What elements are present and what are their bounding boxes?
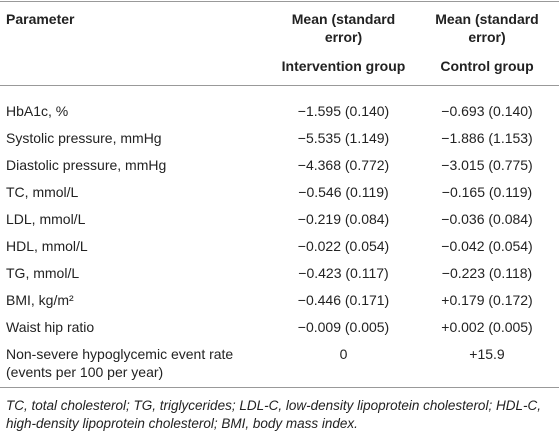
table-row: LDL, mmol/L −0.219 (0.084) −0.036 (0.084) bbox=[0, 205, 559, 232]
header-cell: Mean (standard error) Intervention group bbox=[272, 2, 415, 86]
header-line: Mean (standard error) bbox=[291, 11, 396, 45]
header-cell: Parameter bbox=[6, 11, 75, 27]
table-cell: HbA1c, % bbox=[6, 103, 69, 119]
table-cell: LDL, mmol/L bbox=[6, 211, 86, 227]
table-cell: −0.219 (0.084) bbox=[297, 211, 390, 227]
table-row: TG, mmol/L −0.423 (0.117) −0.223 (0.118) bbox=[0, 259, 559, 286]
table-cell: +0.179 (0.172) bbox=[441, 292, 533, 308]
table-cell: Non-severe hypoglycemic event rate (even… bbox=[6, 346, 234, 380]
header-group: Intervention group bbox=[281, 58, 406, 74]
table-cell: −0.546 (0.119) bbox=[298, 184, 389, 200]
table-cell: +15.9 bbox=[469, 346, 505, 362]
table-cell: −1.595 (0.140) bbox=[297, 103, 390, 119]
table-cell: −0.693 (0.140) bbox=[441, 103, 533, 119]
table-cell: −0.009 (0.005) bbox=[297, 319, 390, 335]
table-cell: −0.223 (0.118) bbox=[441, 265, 533, 281]
table-row: HDL, mmol/L −0.022 (0.054) −0.042 (0.054) bbox=[0, 232, 559, 259]
table-cell: −1.886 (1.153) bbox=[441, 130, 533, 146]
header-line: Mean (standard error) bbox=[435, 11, 539, 45]
header-cell: Mean (standard error) Control group bbox=[415, 2, 559, 86]
table-cell: HDL, mmol/L bbox=[6, 238, 88, 254]
header-row: Parameter Mean (standard error) Interventi… bbox=[0, 2, 559, 86]
table-row: HbA1c, % −1.595 (0.140) −0.693 (0.140) bbox=[0, 86, 559, 125]
table-row: BMI, kg/m² −0.446 (0.171) +0.179 (0.172) bbox=[0, 286, 559, 313]
table-row: TC, mmol/L −0.546 (0.119) −0.165 (0.119) bbox=[0, 178, 559, 205]
table-cell: −0.042 (0.054) bbox=[441, 238, 533, 254]
table-cell: Systolic pressure, mmHg bbox=[6, 130, 162, 146]
table-cell: −4.368 (0.772) bbox=[297, 157, 390, 173]
table-cell: 0 bbox=[339, 346, 348, 362]
results-table: Parameter Mean (standard error) Interventi… bbox=[0, 1, 559, 388]
table-cell: TG, mmol/L bbox=[6, 265, 80, 281]
table-cell: −0.165 (0.119) bbox=[441, 184, 533, 200]
table-row: Waist hip ratio −0.009 (0.005) +0.002 (0.0… bbox=[0, 313, 559, 340]
footnote: TC, total cholesterol; TG, triglycerides… bbox=[6, 398, 541, 431]
table-row: Diastolic pressure, mmHg −4.368 (0.772) −3… bbox=[0, 151, 559, 178]
table-cell: −0.036 (0.084) bbox=[441, 211, 533, 227]
table-cell: TC, mmol/L bbox=[6, 184, 79, 200]
table-cell: +0.002 (0.005) bbox=[441, 319, 533, 335]
table-row: Non-severe hypoglycemic event rate (even… bbox=[0, 340, 559, 388]
table-cell: −0.022 (0.054) bbox=[297, 238, 390, 254]
table-cell: −3.015 (0.775) bbox=[441, 157, 533, 173]
header-group: Control group bbox=[440, 58, 534, 74]
table-cell: Diastolic pressure, mmHg bbox=[6, 157, 167, 173]
table-cell: −5.535 (1.149) bbox=[297, 130, 390, 146]
table-cell: BMI, kg/m² bbox=[6, 292, 74, 308]
table-cell: −0.423 (0.117) bbox=[298, 265, 389, 281]
table-row: Systolic pressure, mmHg −5.535 (1.149) −1.… bbox=[0, 124, 559, 151]
table-cell: Waist hip ratio bbox=[6, 319, 95, 335]
table-cell: −0.446 (0.171) bbox=[297, 292, 390, 308]
